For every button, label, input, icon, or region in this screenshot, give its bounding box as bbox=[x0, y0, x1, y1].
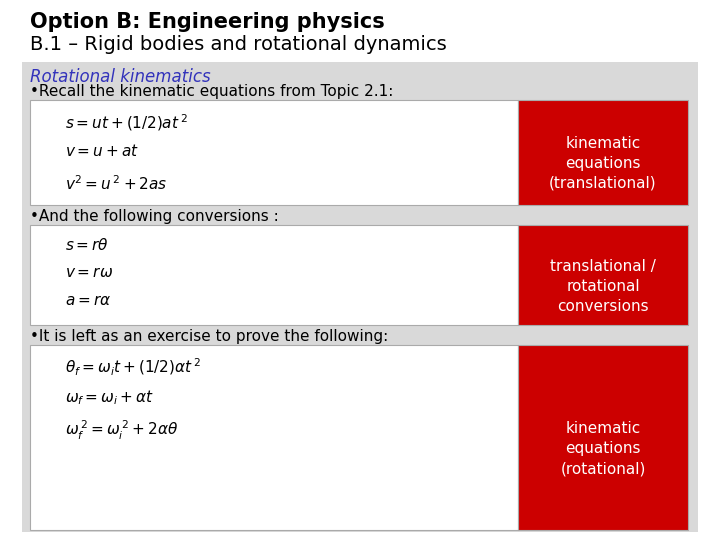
Bar bbox=[518, 100, 688, 205]
Text: Option B: Engineering physics: Option B: Engineering physics bbox=[30, 12, 384, 32]
Text: •Recall the kinematic equations from Topic 2.1:: •Recall the kinematic equations from Top… bbox=[30, 84, 393, 99]
Text: $a = r\alpha$: $a = r\alpha$ bbox=[65, 293, 111, 308]
Text: rotational: rotational bbox=[566, 279, 640, 294]
Bar bbox=[518, 225, 688, 325]
Bar bbox=[518, 345, 688, 530]
Bar bbox=[22, 62, 698, 532]
Text: $s = r\theta$: $s = r\theta$ bbox=[65, 237, 109, 253]
Bar bbox=[30, 100, 518, 205]
Text: $\theta_f = \omega_i t + (1/2)\alpha t^{\,2}$: $\theta_f = \omega_i t + (1/2)\alpha t^{… bbox=[65, 357, 201, 378]
Text: kinematic: kinematic bbox=[565, 421, 641, 436]
Text: equations: equations bbox=[565, 441, 641, 456]
Text: (rotational): (rotational) bbox=[560, 461, 646, 476]
Text: B.1 – Rigid bodies and rotational dynamics: B.1 – Rigid bodies and rotational dynami… bbox=[30, 35, 446, 54]
Text: Rotational kinematics: Rotational kinematics bbox=[30, 68, 211, 86]
Text: •It is left as an exercise to prove the following:: •It is left as an exercise to prove the … bbox=[30, 329, 388, 344]
Text: equations: equations bbox=[565, 156, 641, 171]
Text: conversions: conversions bbox=[557, 299, 649, 314]
Text: $s = ut + (1/2)at^{\,2}$: $s = ut + (1/2)at^{\,2}$ bbox=[65, 112, 188, 133]
Text: $\omega_f^{\,2} = \omega_i^{\,2} + 2\alpha\theta$: $\omega_f^{\,2} = \omega_i^{\,2} + 2\alp… bbox=[65, 419, 179, 442]
Bar bbox=[30, 345, 518, 530]
Text: $\omega_f = \omega_i + \alpha t$: $\omega_f = \omega_i + \alpha t$ bbox=[65, 388, 154, 407]
Bar bbox=[30, 225, 518, 325]
Text: $v^2 = u^{\,2} + 2as$: $v^2 = u^{\,2} + 2as$ bbox=[65, 174, 168, 193]
Text: •And the following conversions :: •And the following conversions : bbox=[30, 209, 279, 224]
Text: $v = r\omega$: $v = r\omega$ bbox=[65, 265, 113, 280]
Text: kinematic: kinematic bbox=[565, 136, 641, 151]
Text: translational /: translational / bbox=[550, 259, 656, 274]
Text: $v = u + at$: $v = u + at$ bbox=[65, 143, 139, 159]
Text: (translational): (translational) bbox=[549, 176, 657, 191]
